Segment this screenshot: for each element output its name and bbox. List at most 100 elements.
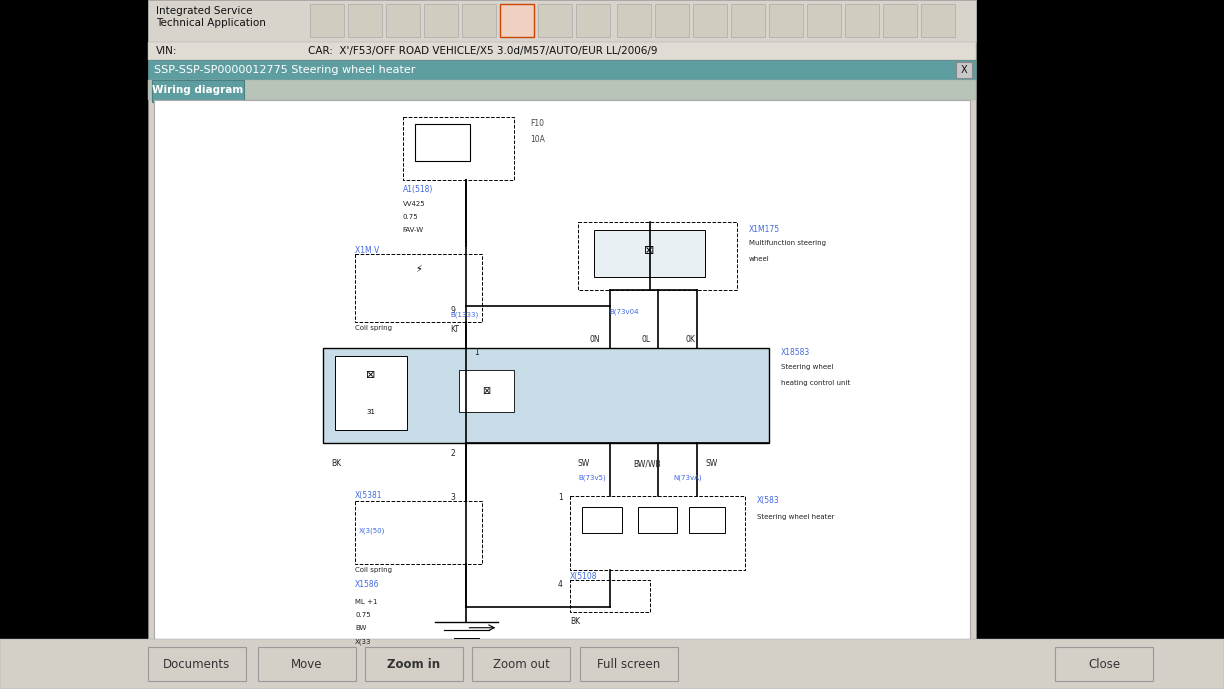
Bar [154,100,969,639]
Text: Technical Application: Technical Application [155,18,266,28]
Text: SSP-SSP-SP0000012775 Steering wheel heater: SSP-SSP-SP0000012775 Steering wheel heat… [154,65,415,75]
Text: 0.75: 0.75 [403,214,419,220]
Text: SW: SW [705,459,717,468]
Text: X1586: X1586 [355,580,379,589]
Text: N(73vA): N(73vA) [673,475,703,482]
Text: SW: SW [578,459,590,468]
Bar [1055,647,1153,681]
Bar [570,496,745,570]
Bar [415,125,470,161]
Text: 10A: 10A [530,135,545,144]
Bar [845,4,879,37]
Text: Coil spring: Coil spring [355,325,392,331]
Text: ⊠: ⊠ [644,245,655,258]
Text: 0K: 0K [685,336,695,344]
Bar [348,4,382,37]
Text: X1M175: X1M175 [749,225,780,234]
Text: Integrated Service: Integrated Service [155,6,252,16]
Bar [638,506,677,533]
Text: 0L: 0L [641,336,651,344]
Text: X18583: X18583 [781,349,810,358]
Text: 2: 2 [450,449,455,457]
Text: VV425: VV425 [403,201,426,207]
Text: Steering wheel: Steering wheel [781,364,834,370]
Bar [148,647,246,681]
Bar [152,80,244,102]
Text: ⚡: ⚡ [415,264,422,274]
Text: X(5108: X(5108 [570,573,597,582]
Text: Steering wheel heater: Steering wheel heater [756,515,835,520]
Bar [148,80,976,100]
Bar [386,4,420,37]
Text: X(583: X(583 [756,496,780,505]
Text: ⊠: ⊠ [482,386,491,395]
Bar [355,502,482,564]
Bar [459,369,514,411]
Text: VIN:: VIN: [155,46,177,56]
Bar [617,4,651,37]
Text: 4: 4 [558,580,563,589]
Bar [539,4,572,37]
Text: X(33: X(33 [355,638,372,645]
Bar [355,254,482,322]
Bar [335,356,406,430]
Bar [731,4,765,37]
Text: wheel: wheel [749,256,770,263]
Text: B(73v5): B(73v5) [578,475,606,482]
Text: BK: BK [332,459,341,468]
Text: Zoom out: Zoom out [492,657,550,670]
Bar [920,4,955,37]
Bar [883,4,917,37]
Bar [0,639,1224,689]
Text: Full screen: Full screen [597,657,661,670]
Text: 0N: 0N [590,336,601,344]
Bar [578,222,737,291]
Bar [577,4,610,37]
Text: Zoom in: Zoom in [388,657,441,670]
Text: Close: Close [1088,657,1120,670]
Text: Documents: Documents [163,657,230,670]
Text: 1: 1 [475,349,479,358]
Bar [148,0,976,689]
Text: heating control unit: heating control unit [781,380,851,386]
Bar [403,116,514,180]
Text: BK: BK [570,617,580,626]
Text: BW: BW [355,625,366,631]
Text: 1: 1 [558,493,563,502]
Bar [424,4,458,37]
Text: ⊠: ⊠ [366,369,376,380]
Bar [570,580,650,612]
Bar [323,349,769,443]
Text: Wiring diagram: Wiring diagram [152,85,244,95]
Bar [310,4,344,37]
Bar [365,647,463,681]
Bar [472,647,570,681]
Text: FAV-W: FAV-W [403,227,424,233]
Bar [769,4,803,37]
Text: KT: KT [450,325,459,333]
Text: X1M V: X1M V [355,246,379,255]
Bar [258,647,356,681]
Bar [956,62,972,78]
Text: Multifunction steering: Multifunction steering [749,240,826,247]
Bar [461,4,496,37]
Bar [655,4,689,37]
Text: X(3(50): X(3(50) [359,528,386,534]
Text: B(1333): B(1333) [450,311,479,318]
Text: Move: Move [291,657,323,670]
Text: A1(518): A1(518) [403,185,433,194]
Bar [499,4,534,37]
Text: 0.75: 0.75 [355,612,371,618]
Bar [581,506,622,533]
Text: Coil spring: Coil spring [355,567,392,573]
Text: B(73v04: B(73v04 [610,309,639,316]
Bar [148,0,976,42]
Text: 9: 9 [450,306,455,316]
Text: F10: F10 [530,119,545,128]
Bar [689,506,725,533]
Text: X(5381: X(5381 [355,491,383,500]
Text: 31: 31 [366,409,376,415]
Bar [594,230,705,277]
Bar [148,42,976,60]
Text: CAR:  X'/F53/OFF ROAD VEHICLE/X5 3.0d/M57/AUTO/EUR LL/2006/9: CAR: X'/F53/OFF ROAD VEHICLE/X5 3.0d/M57… [308,46,657,56]
